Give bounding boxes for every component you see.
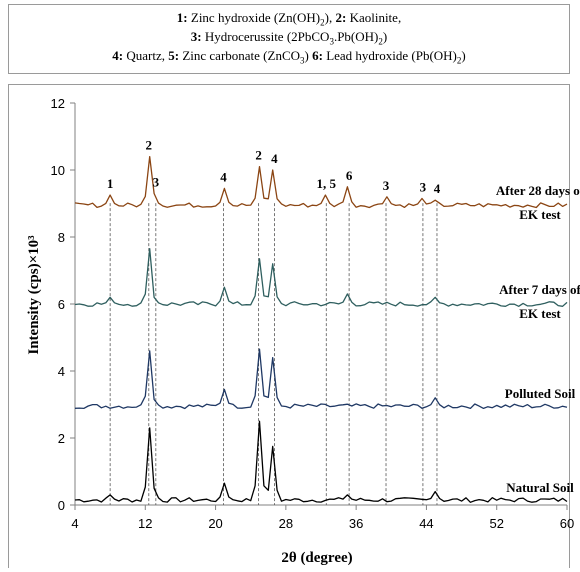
phase-legend: 1: Zinc hydroxide (Zn(OH)2), 2: Kaolinit…	[8, 4, 570, 74]
legend-number: 2:	[335, 10, 347, 25]
y-tick-label: 6	[58, 297, 65, 312]
legend-text: Quartz,	[123, 48, 169, 63]
peak-label: 3	[153, 174, 160, 189]
y-tick-label: 0	[58, 498, 65, 513]
plot-frame	[8, 84, 570, 568]
series-group	[74, 155, 568, 503]
legend-number: 4:	[112, 48, 124, 63]
legend-text: Zinc carbonate (ZnCO	[179, 48, 301, 63]
legend-text: )	[461, 48, 466, 63]
legend-subscript: 2	[456, 55, 462, 66]
legend-subscript: 2	[378, 36, 383, 47]
legend-number: 6:	[312, 48, 323, 63]
y-tick-label: 8	[58, 230, 65, 245]
peak-label: 6	[346, 168, 353, 183]
series-label: After 7 days of	[499, 282, 580, 297]
series-label: Polluted Soil	[505, 386, 576, 401]
x-tick-label: 60	[560, 516, 574, 531]
peak-label: 2	[255, 148, 262, 163]
peak-label: 3	[383, 178, 390, 193]
peak-guide-lines	[109, 203, 438, 505]
legend-text: )	[304, 48, 313, 63]
legend-text: Lead hydroxide (Pb(OH)	[322, 48, 457, 63]
legend-line-2: 3: Hydrocerussite (2PbCO3.Pb(OH)2)	[9, 27, 569, 46]
y-tick-label: 10	[51, 163, 65, 178]
peak-label: 4	[220, 169, 227, 184]
legend-line-3: 4: Quartz, 5: Zinc carbonate (ZnCO3) 6: …	[9, 46, 569, 65]
peak-label: 1, 5	[317, 176, 337, 191]
series-line-1	[74, 348, 568, 410]
peak-label: 1	[107, 176, 114, 191]
series-label: Natural Soil	[506, 480, 574, 495]
peak-label: 4	[271, 151, 278, 166]
legend-text: Kaolinite,	[346, 10, 402, 25]
series-label: EK test	[519, 306, 561, 321]
y-tick-label: 2	[58, 431, 65, 446]
series-line-2	[74, 248, 568, 307]
legend-text: Hydrocerussite (2PbCO	[201, 29, 330, 44]
y-tick-label: 12	[51, 96, 65, 111]
peak-label: 2	[146, 138, 153, 153]
series-label: After 28 days of	[496, 183, 580, 198]
y-tick-label: 4	[58, 364, 65, 379]
legend-number: 3:	[190, 29, 202, 44]
y-axis-title: Intensity (cps)×10³	[26, 235, 42, 355]
legend-text: )	[382, 29, 388, 44]
legend-text: .Pb(OH)	[333, 29, 379, 44]
series-line-3	[74, 155, 568, 209]
legend-text: Zinc hydroxide (Zn(OH)	[187, 10, 321, 25]
series-label: EK test	[519, 207, 561, 222]
legend-text: ),	[324, 10, 336, 25]
x-tick-label: 4	[71, 516, 78, 531]
peak-label: 4	[434, 181, 441, 196]
x-tick-label: 52	[489, 516, 503, 531]
x-tick-label: 36	[349, 516, 363, 531]
x-tick-label: 12	[138, 516, 152, 531]
legend-subscript: 2	[320, 17, 325, 28]
legend-line-1: 1: Zinc hydroxide (Zn(OH)2), 2: Kaolinit…	[9, 8, 569, 27]
x-tick-label: 28	[279, 516, 293, 531]
x-tick-label: 44	[419, 516, 433, 531]
peak-label: 3	[420, 179, 427, 194]
legend-subscript: 3	[329, 36, 334, 47]
x-tick-label: 20	[208, 516, 222, 531]
series-line-0	[74, 420, 568, 503]
legend-number: 5:	[168, 48, 180, 63]
x-axis-title: 2θ (degree)	[281, 550, 352, 566]
legend-subscript: 3	[300, 55, 305, 66]
legend-number: 1:	[176, 10, 188, 25]
